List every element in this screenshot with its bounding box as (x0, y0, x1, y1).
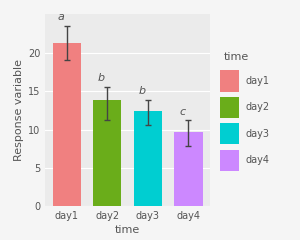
Text: time: time (224, 52, 249, 62)
FancyBboxPatch shape (220, 71, 239, 92)
Bar (174, 132, 203, 206)
FancyBboxPatch shape (220, 123, 239, 144)
Bar (52, 43, 81, 206)
Y-axis label: Response variable: Response variable (14, 59, 24, 161)
Text: day3: day3 (246, 129, 270, 139)
FancyBboxPatch shape (220, 97, 239, 118)
Text: day4: day4 (246, 155, 270, 165)
Text: c: c (179, 107, 185, 117)
Bar (93, 100, 122, 206)
X-axis label: time: time (115, 225, 140, 235)
Text: b: b (98, 73, 105, 83)
Text: day1: day1 (246, 76, 270, 86)
FancyBboxPatch shape (220, 150, 239, 171)
Text: day2: day2 (246, 102, 270, 112)
Bar (134, 111, 162, 206)
Text: b: b (138, 86, 145, 96)
Text: a: a (57, 12, 64, 22)
